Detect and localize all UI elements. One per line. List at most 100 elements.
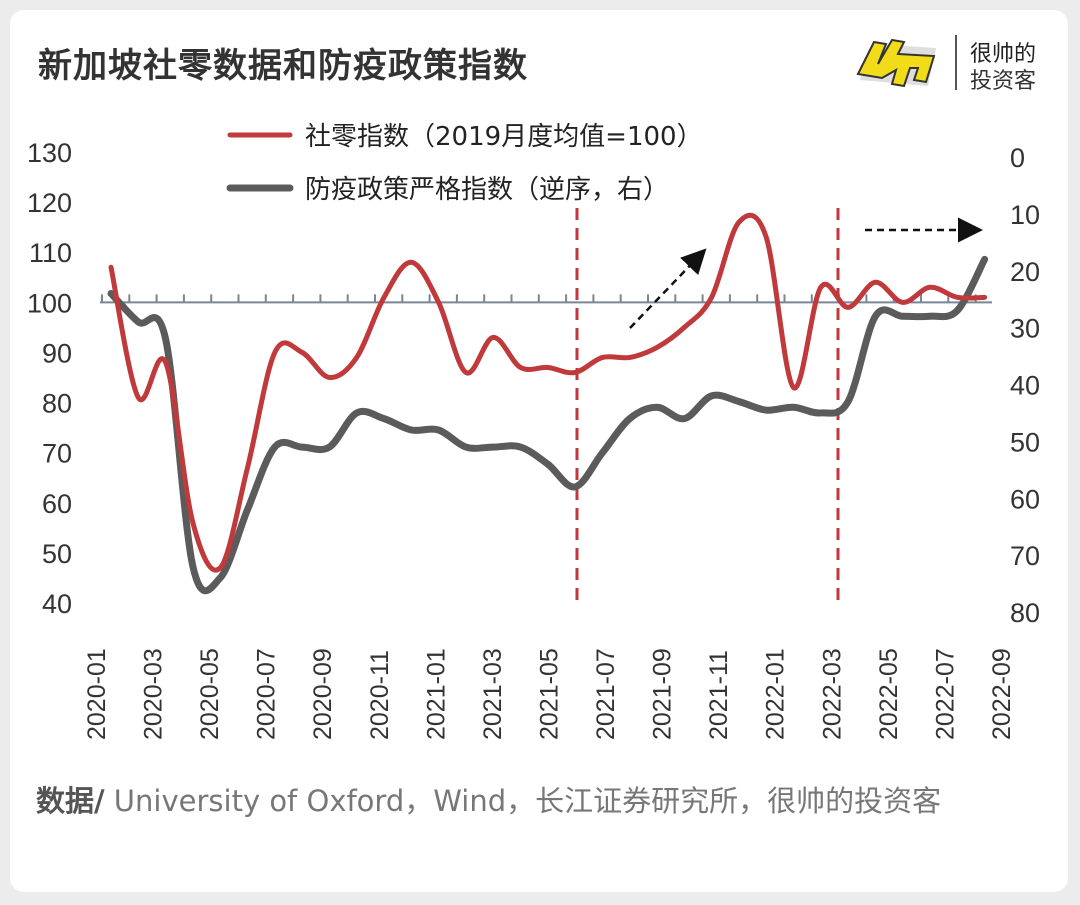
data-point xyxy=(438,301,440,303)
data-point xyxy=(847,401,849,403)
data-point xyxy=(356,356,358,358)
source-note: 数据/ University of Oxford，Wind，长江证券研究所，很帅… xyxy=(36,782,1036,820)
data-point xyxy=(110,293,112,294)
x-tick-label: 2021-01 xyxy=(422,648,450,740)
data-point xyxy=(328,377,330,378)
page-title: 新加坡社零数据和防疫政策指数 xyxy=(38,46,528,86)
x-tick-label: 2020-09 xyxy=(309,648,337,740)
y-right-tick-label: 0 xyxy=(1010,143,1025,173)
data-point xyxy=(328,446,330,448)
data-point xyxy=(765,409,767,411)
source-text: University of Oxford，Wind，长江证券研究所，很帅的投资客 xyxy=(104,784,942,818)
data-point xyxy=(956,296,958,298)
data-point xyxy=(874,281,876,283)
x-tick-label: 2021-11 xyxy=(705,650,733,740)
data-point xyxy=(656,346,658,348)
data-point xyxy=(738,221,740,223)
data-point xyxy=(574,371,576,373)
y-left-tick-label: 40 xyxy=(42,589,72,619)
x-tick-label: 2022-07 xyxy=(931,648,959,740)
data-point xyxy=(465,371,467,373)
data-point xyxy=(520,446,521,448)
data-point xyxy=(247,509,248,511)
data-point xyxy=(247,467,248,469)
data-point xyxy=(356,412,358,414)
data-point xyxy=(547,463,549,465)
data-point xyxy=(547,366,549,368)
x-tick-label: 2021-09 xyxy=(649,648,677,740)
y-left-tick-label: 130 xyxy=(27,138,72,168)
y-left-tick-label: 60 xyxy=(42,489,72,519)
logo-divider xyxy=(955,35,957,90)
logo-icon xyxy=(856,38,936,88)
y-left-tick-label: 80 xyxy=(42,389,72,419)
data-point xyxy=(137,321,139,323)
data-point xyxy=(274,351,276,353)
y-right-tick-label: 30 xyxy=(1010,314,1040,344)
data-point xyxy=(847,306,849,308)
data-point xyxy=(165,338,167,340)
data-point xyxy=(383,296,385,298)
data-point xyxy=(574,486,576,488)
data-point xyxy=(629,356,631,358)
x-tick-label: 2020-11 xyxy=(366,650,394,740)
logo-text-line1: 很帅的 xyxy=(970,42,1037,67)
data-point xyxy=(274,446,276,448)
data-point xyxy=(765,236,767,238)
x-tick-label: 2020-03 xyxy=(140,648,168,740)
y-right-tick-label: 10 xyxy=(1010,200,1040,230)
y-left-tick-label: 70 xyxy=(42,439,72,469)
data-point xyxy=(793,387,794,389)
y-right-tick-label: 20 xyxy=(1010,257,1040,287)
chart-card xyxy=(10,10,1068,892)
x-tick-label: 2021-07 xyxy=(592,648,620,740)
x-tick-label: 2022-05 xyxy=(875,648,903,740)
data-point xyxy=(738,401,740,403)
data-point xyxy=(410,261,412,263)
data-point xyxy=(820,412,822,414)
data-point xyxy=(711,296,713,298)
data-point xyxy=(629,418,631,420)
data-point xyxy=(929,286,931,288)
data-point xyxy=(465,446,467,448)
legend-label: 防疫政策严格指数（逆序，右） xyxy=(305,175,669,205)
y-left-tick-label: 90 xyxy=(42,338,72,368)
y-left-tick-label: 110 xyxy=(29,238,72,268)
data-point xyxy=(820,286,822,288)
data-point xyxy=(601,356,603,358)
data-point xyxy=(902,315,904,317)
data-point xyxy=(656,406,658,408)
data-point xyxy=(165,361,167,363)
y-right-tick-label: 70 xyxy=(1010,541,1040,571)
data-point xyxy=(137,397,139,399)
data-point xyxy=(929,315,931,317)
data-point xyxy=(219,577,221,579)
legend-label: 社零指数（2019月度均值=100） xyxy=(305,122,703,152)
x-tick-label: 2022-03 xyxy=(818,648,846,740)
y-right-tick-label: 60 xyxy=(1010,484,1040,514)
logo-text-line2: 投资客 xyxy=(970,69,1037,94)
data-point xyxy=(984,296,986,298)
data-point xyxy=(438,429,440,431)
x-tick-label: 2020-05 xyxy=(196,648,224,740)
series-line-retail-index xyxy=(108,212,988,573)
data-point xyxy=(711,395,713,397)
y-right-tick-label: 50 xyxy=(1010,427,1040,457)
data-point xyxy=(984,258,986,260)
y-left-tick-label: 50 xyxy=(42,539,72,569)
data-point xyxy=(219,567,221,569)
x-tick-label: 2022-09 xyxy=(988,648,1016,740)
y-right-tick-label: 80 xyxy=(1010,598,1040,628)
data-point xyxy=(492,336,494,338)
series-line-stringency-index xyxy=(107,255,989,595)
data-point xyxy=(110,266,112,268)
x-tick-label: 2021-03 xyxy=(479,648,507,740)
data-point xyxy=(683,326,685,328)
data-point xyxy=(492,446,494,448)
data-point xyxy=(192,566,194,567)
data-point xyxy=(601,452,603,454)
data-point xyxy=(793,406,794,408)
x-tick-label: 2021-05 xyxy=(535,648,563,740)
y-left-tick-label: 100 xyxy=(27,288,72,318)
trend-arrow-up-right xyxy=(629,248,707,329)
